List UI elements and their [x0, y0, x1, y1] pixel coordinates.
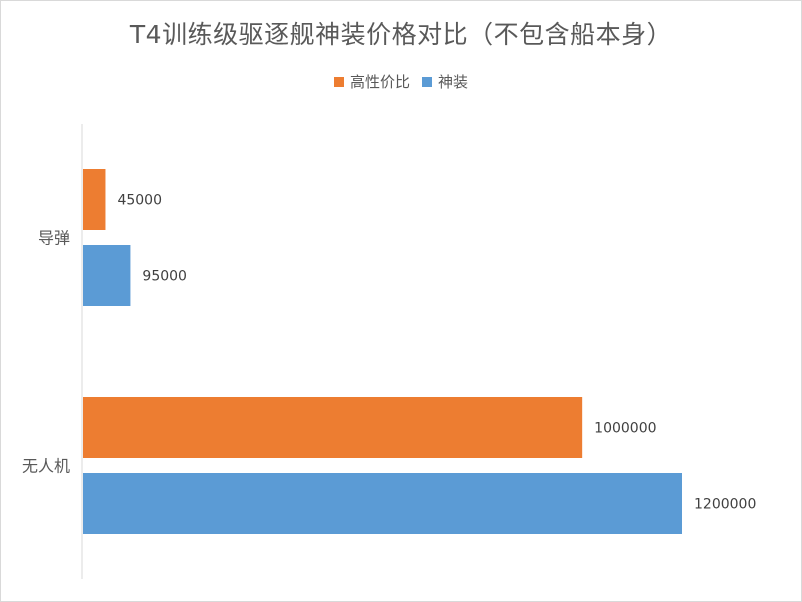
category-label: 无人机	[22, 457, 70, 476]
bar	[83, 169, 106, 230]
legend-item-series-0: 高性价比	[333, 71, 410, 92]
legend-label-series-1: 神装	[438, 73, 469, 91]
data-label: 1000000	[594, 421, 656, 437]
data-label: 1200000	[694, 497, 756, 513]
chart-title: T4训练级驱逐舰神装价格对比（不包含船本身）	[129, 20, 673, 49]
legend-swatch-series-1	[422, 76, 432, 87]
bar	[83, 473, 682, 534]
bar	[83, 245, 131, 306]
data-label: 45000	[117, 193, 162, 209]
legend-label-series-0: 高性价比	[349, 73, 410, 91]
category-label: 导弹	[38, 229, 70, 248]
bar	[83, 397, 583, 458]
data-label: 95000	[142, 269, 187, 285]
legend-item-series-1: 神装	[422, 71, 468, 92]
legend-swatch-series-0	[333, 76, 344, 87]
chart-legend: 高性价比 神装	[1, 71, 801, 92]
